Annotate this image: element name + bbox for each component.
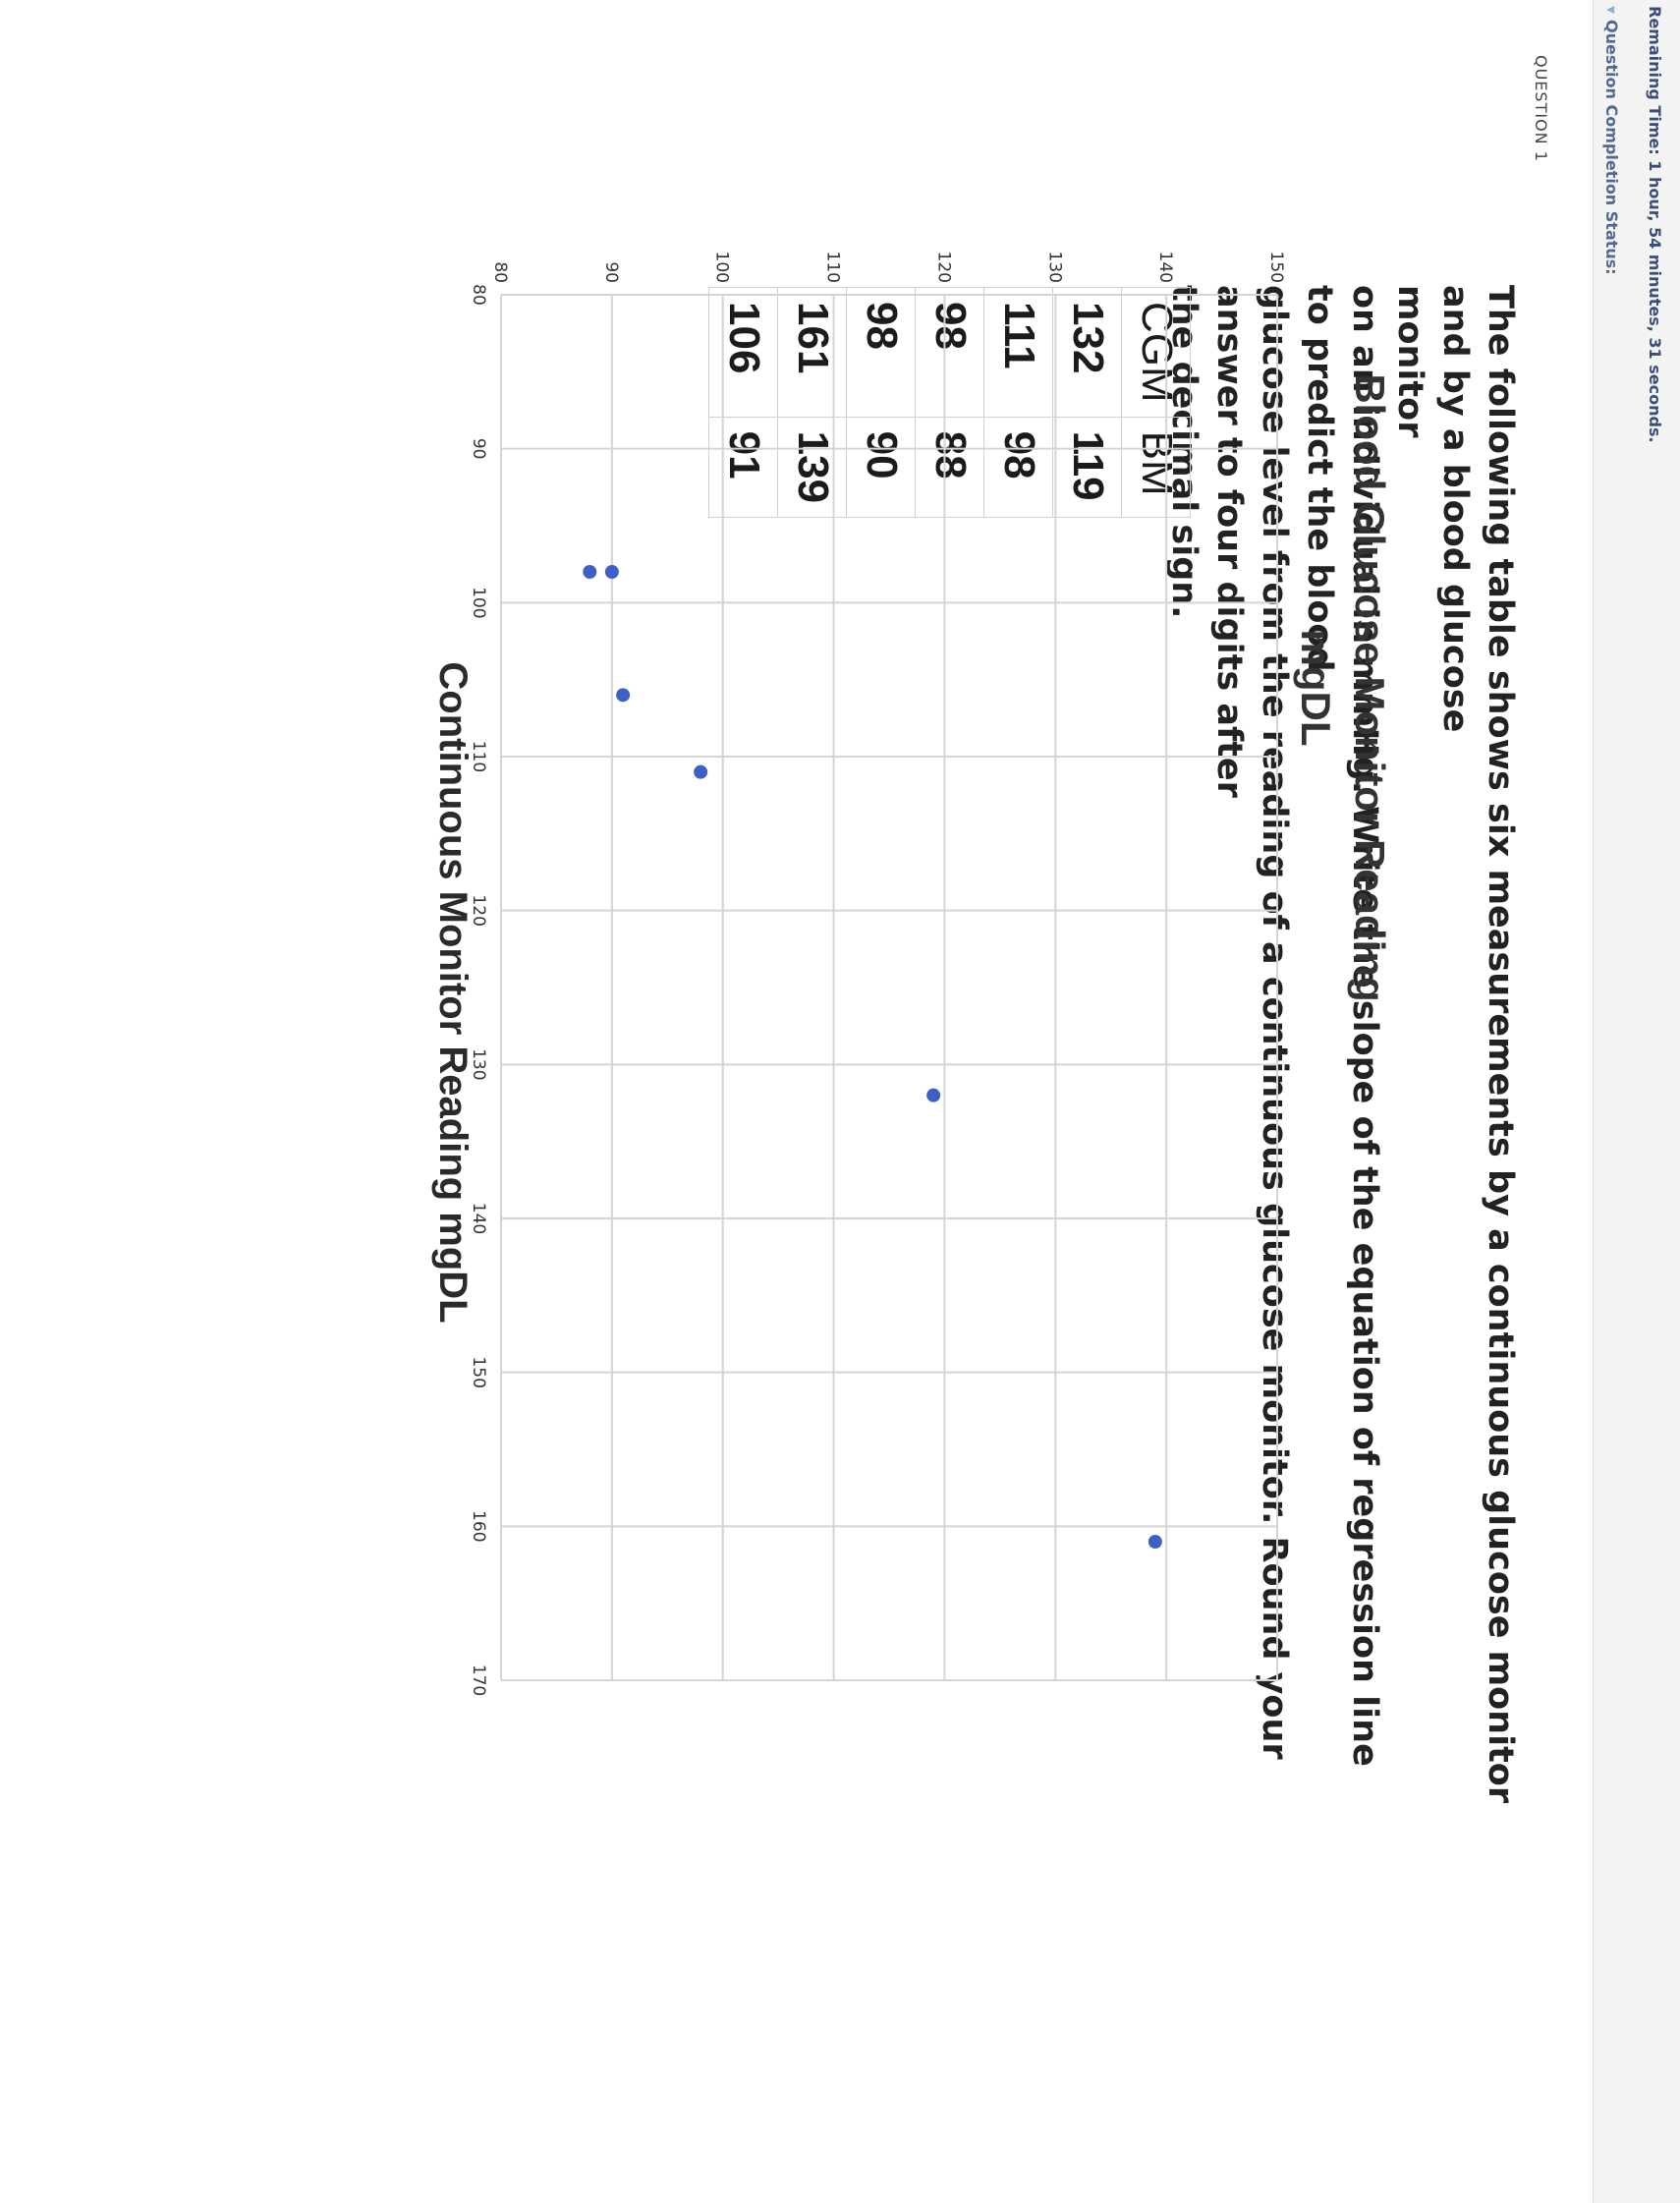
data-point (583, 565, 597, 579)
data-points (583, 565, 1162, 1549)
y-tick-label: 140 (1155, 252, 1175, 283)
x-tick-label: 100 (469, 587, 488, 618)
data-point (926, 1088, 941, 1102)
data-point (1148, 1535, 1162, 1549)
y-tick-label: 110 (823, 252, 843, 283)
chart-grid (500, 294, 1278, 1681)
y-tick-label: 130 (1044, 252, 1064, 283)
x-axis-label: Continuous Monitor Reading mgDL (431, 661, 475, 1323)
y-tick-label: 90 (601, 261, 621, 283)
y-tick-label: 80 (490, 261, 510, 283)
x-tick-label: 170 (469, 1665, 488, 1696)
x-tick-label: 80 (469, 284, 488, 306)
y-tick-label: 100 (712, 252, 732, 283)
data-point (616, 688, 631, 703)
y-tick-label: 150 (1266, 252, 1286, 283)
x-tick-label: 140 (469, 1203, 488, 1234)
x-tick-label: 130 (469, 1048, 488, 1080)
x-tick-label: 160 (469, 1510, 488, 1542)
x-tick-label: 150 (469, 1356, 488, 1387)
data-point (694, 764, 708, 779)
data-point (604, 565, 619, 579)
y-axis-unit-label: mgDL (1293, 630, 1339, 747)
chart-title: Blood Glucose Monitor Reading (1347, 373, 1393, 1001)
x-tick-label: 120 (469, 894, 488, 926)
x-tick-label: 110 (469, 741, 488, 772)
y-tick-label: 120 (933, 252, 953, 283)
axis-ticks: 80 90 100 110 120 130 140 150 160 170 80 90 100 110 12… (469, 252, 1286, 1697)
x-tick-label: 90 (469, 438, 488, 460)
